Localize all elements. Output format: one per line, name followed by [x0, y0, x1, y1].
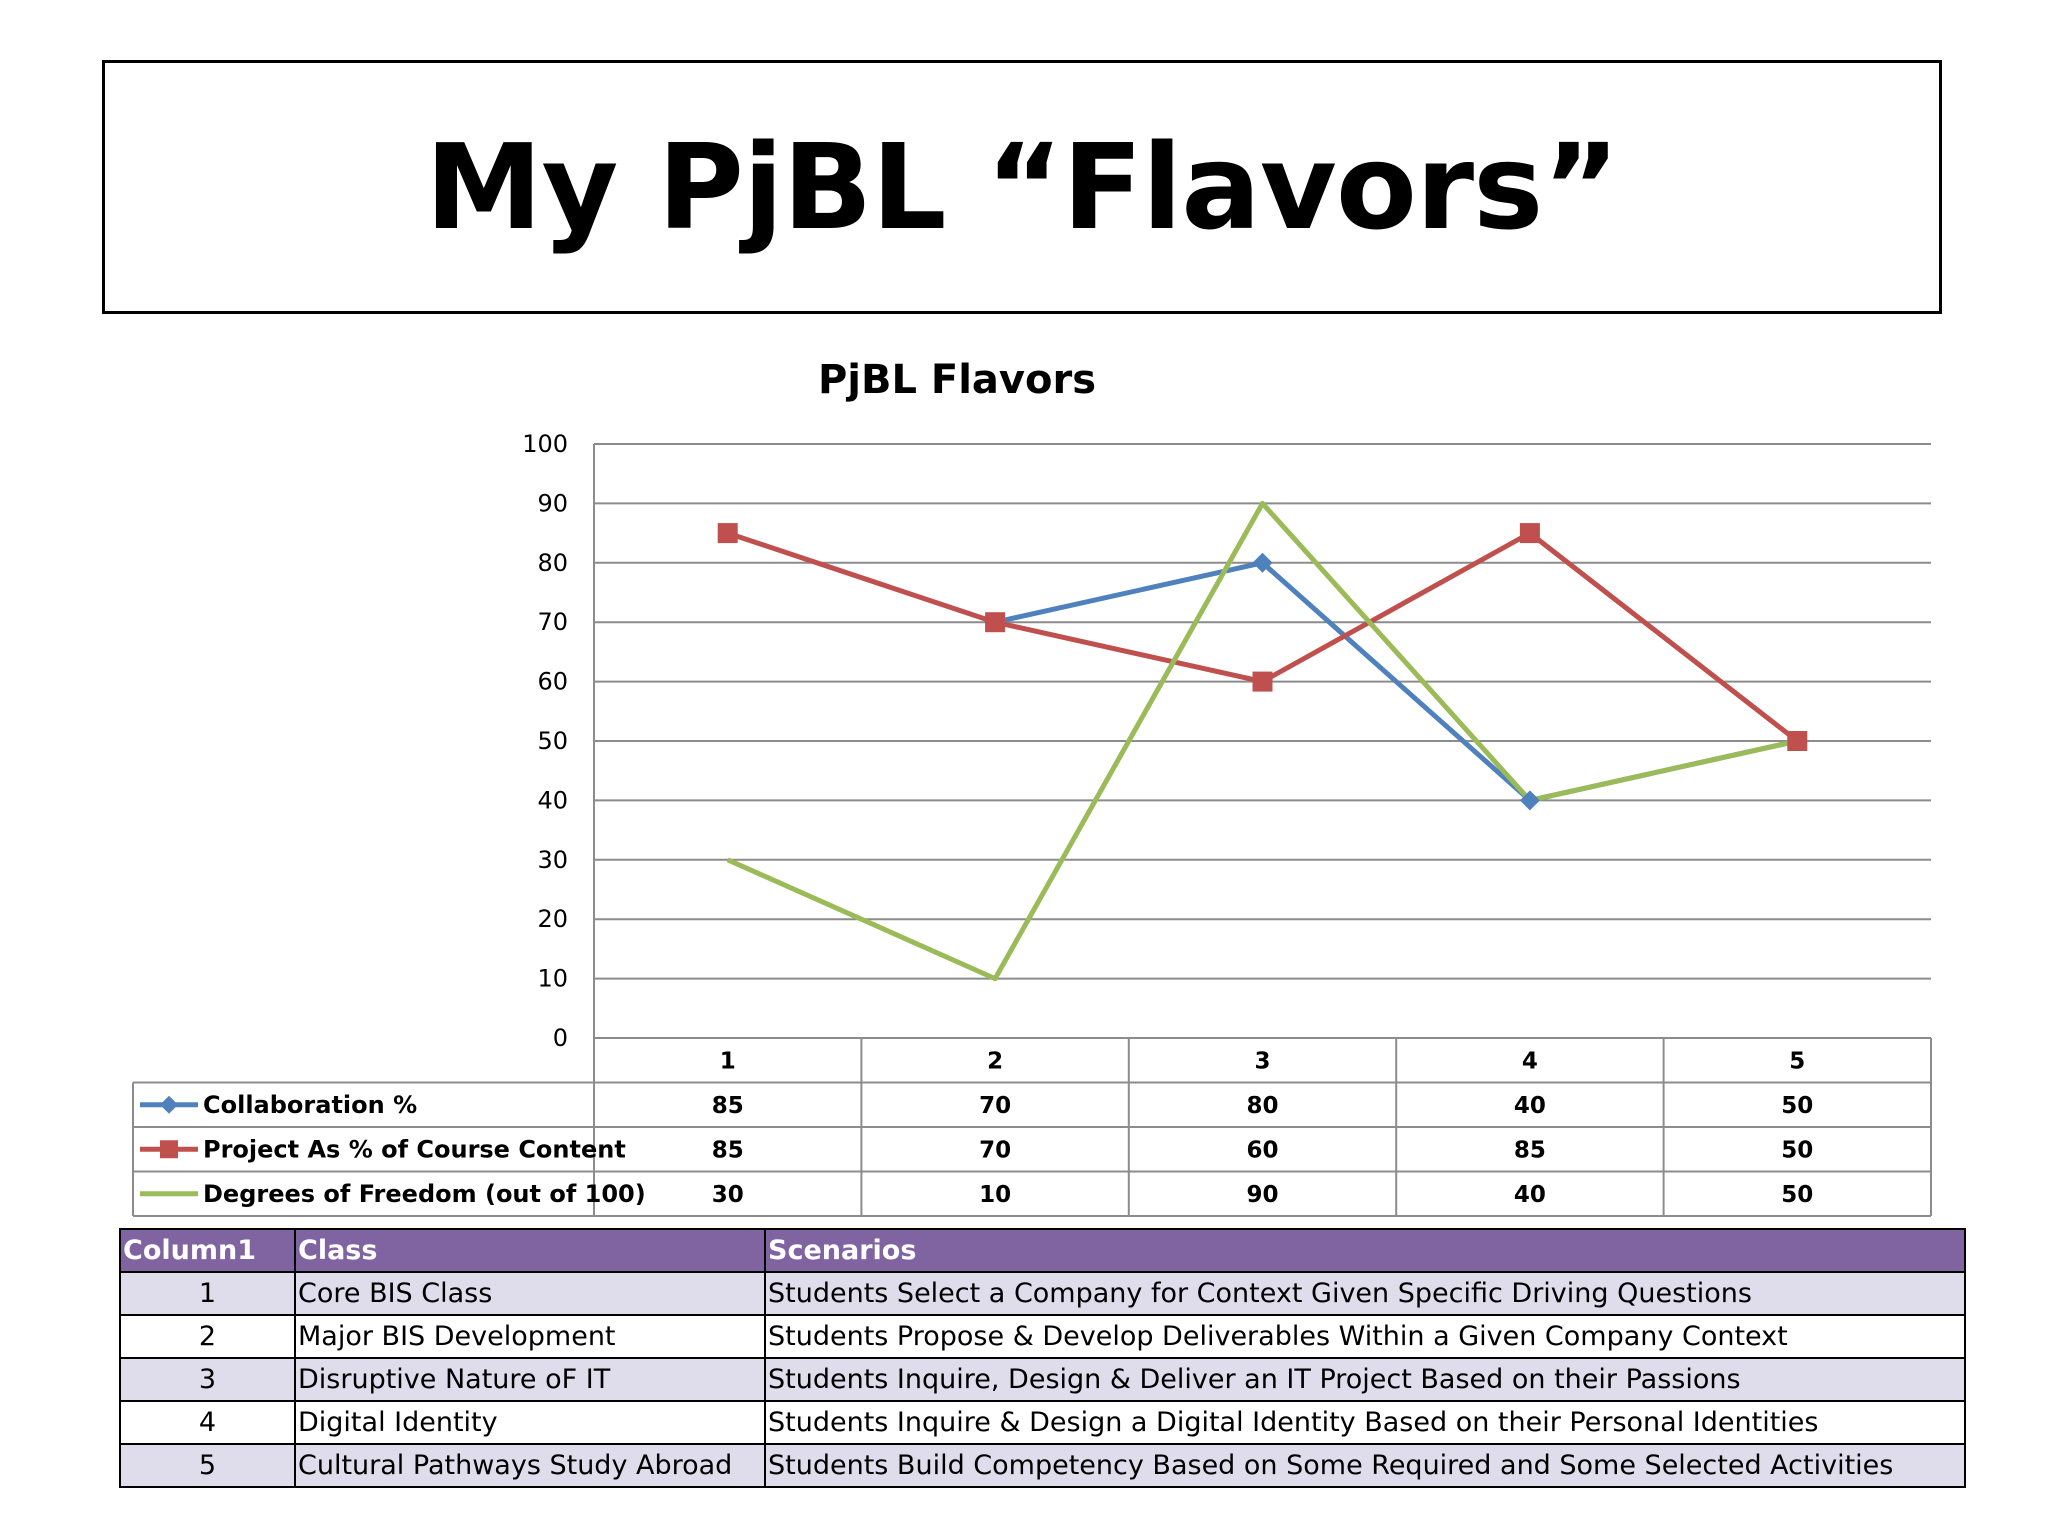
x-tick-label: 2	[987, 1048, 1003, 1074]
x-tick-label: 1	[720, 1048, 736, 1074]
row-number: 1	[119, 1271, 296, 1316]
data-table-value: 30	[712, 1182, 744, 1208]
legend-series-name: Project As % of Course Content	[203, 1135, 626, 1163]
x-tick-label: 4	[1522, 1048, 1538, 1074]
data-table-value: 50	[1781, 1137, 1813, 1163]
data-point-marker	[1519, 790, 1540, 811]
scenarios-table: Column1 Class Scenarios 1 Core BIS Class…	[119, 1228, 1966, 1488]
legend-series-name: Degrees of Freedom (out of 100)	[203, 1180, 646, 1208]
x-tick-label: 5	[1789, 1048, 1805, 1074]
class-name: Core BIS Class	[294, 1271, 766, 1316]
legend-key-marker	[160, 1140, 178, 1159]
y-tick-label: 80	[537, 549, 568, 577]
y-tick-label: 40	[537, 786, 568, 814]
row-number: 5	[119, 1443, 296, 1488]
table-row: 4 Digital Identity Students Inquire & De…	[119, 1400, 1966, 1445]
data-table-value: 70	[979, 1137, 1011, 1163]
table-row: 5 Cultural Pathways Study Abroad Student…	[119, 1443, 1966, 1488]
scenario-text: Students Inquire & Design a Digital Iden…	[764, 1400, 1966, 1445]
y-tick-label: 0	[553, 1024, 568, 1052]
data-point-marker	[717, 523, 738, 544]
y-tick-label: 20	[537, 905, 568, 933]
data-point-marker	[1787, 731, 1808, 751]
scenario-text: Students Propose & Develop Deliverables …	[764, 1314, 1966, 1359]
row-number: 2	[119, 1314, 296, 1359]
class-name: Major BIS Development	[294, 1314, 766, 1359]
data-table-value: 70	[979, 1093, 1011, 1119]
scenario-text: Students Select a Company for Context Gi…	[764, 1271, 1966, 1316]
data-table-value: 10	[979, 1182, 1011, 1208]
y-tick-label: 90	[537, 489, 568, 517]
class-name: Disruptive Nature oF IT	[294, 1357, 766, 1402]
slide-title: My PjBL “Flavors”	[425, 118, 1620, 256]
y-tick-label: 50	[537, 727, 568, 755]
class-name: Digital Identity	[294, 1400, 766, 1445]
data-table-value: 90	[1246, 1182, 1278, 1208]
header-scenarios: Scenarios	[764, 1228, 1966, 1273]
legend-key-marker	[160, 1095, 178, 1114]
series-line	[726, 500, 1798, 982]
x-tick-label: 3	[1254, 1048, 1270, 1074]
line-chart: PjBL Flavors 0 10 20 30 40 50 60 70 80 90 100 1 2 3 4 5 C…	[132, 357, 1932, 1217]
data-point-marker	[1519, 523, 1540, 544]
data-table-value: 85	[1514, 1137, 1546, 1163]
data-point-marker	[985, 612, 1006, 633]
scenario-text: Students Inquire, Design & Deliver an IT…	[764, 1357, 1966, 1402]
data-table-value: 85	[712, 1137, 744, 1163]
table-row: 1 Core BIS Class Students Select a Compa…	[119, 1271, 1966, 1316]
data-point-marker	[1252, 671, 1273, 692]
header-column1: Column1	[119, 1228, 296, 1273]
scenarios-header-row: Column1 Class Scenarios	[119, 1228, 1966, 1273]
scenario-text: Students Build Competency Based on Some …	[764, 1443, 1966, 1488]
data-table-value: 50	[1781, 1182, 1813, 1208]
chart-title: PjBL Flavors	[818, 357, 1096, 403]
y-tick-label: 10	[537, 965, 568, 993]
header-class: Class	[294, 1228, 766, 1273]
class-name: Cultural Pathways Study Abroad	[294, 1443, 766, 1488]
table-row: 2 Major BIS Development Students Propose…	[119, 1314, 1966, 1359]
table-row: 3 Disruptive Nature oF IT Students Inqui…	[119, 1357, 1966, 1402]
data-table-value: 40	[1514, 1182, 1546, 1208]
y-tick-label: 30	[537, 846, 568, 874]
data-table-value: 50	[1781, 1093, 1813, 1119]
row-number: 4	[119, 1400, 296, 1445]
y-tick-label: 60	[537, 668, 568, 696]
y-tick-label: 100	[522, 430, 568, 458]
data-table-value: 40	[1514, 1093, 1546, 1119]
data-table-value: 80	[1246, 1093, 1278, 1119]
y-tick-label: 70	[537, 608, 568, 636]
data-table-value: 85	[712, 1093, 744, 1119]
data-table-value: 60	[1246, 1137, 1278, 1163]
data-point-marker	[1252, 552, 1273, 573]
row-number: 3	[119, 1357, 296, 1402]
slide-title-box: My PjBL “Flavors”	[102, 60, 1942, 314]
legend-series-name: Collaboration %	[203, 1091, 417, 1119]
